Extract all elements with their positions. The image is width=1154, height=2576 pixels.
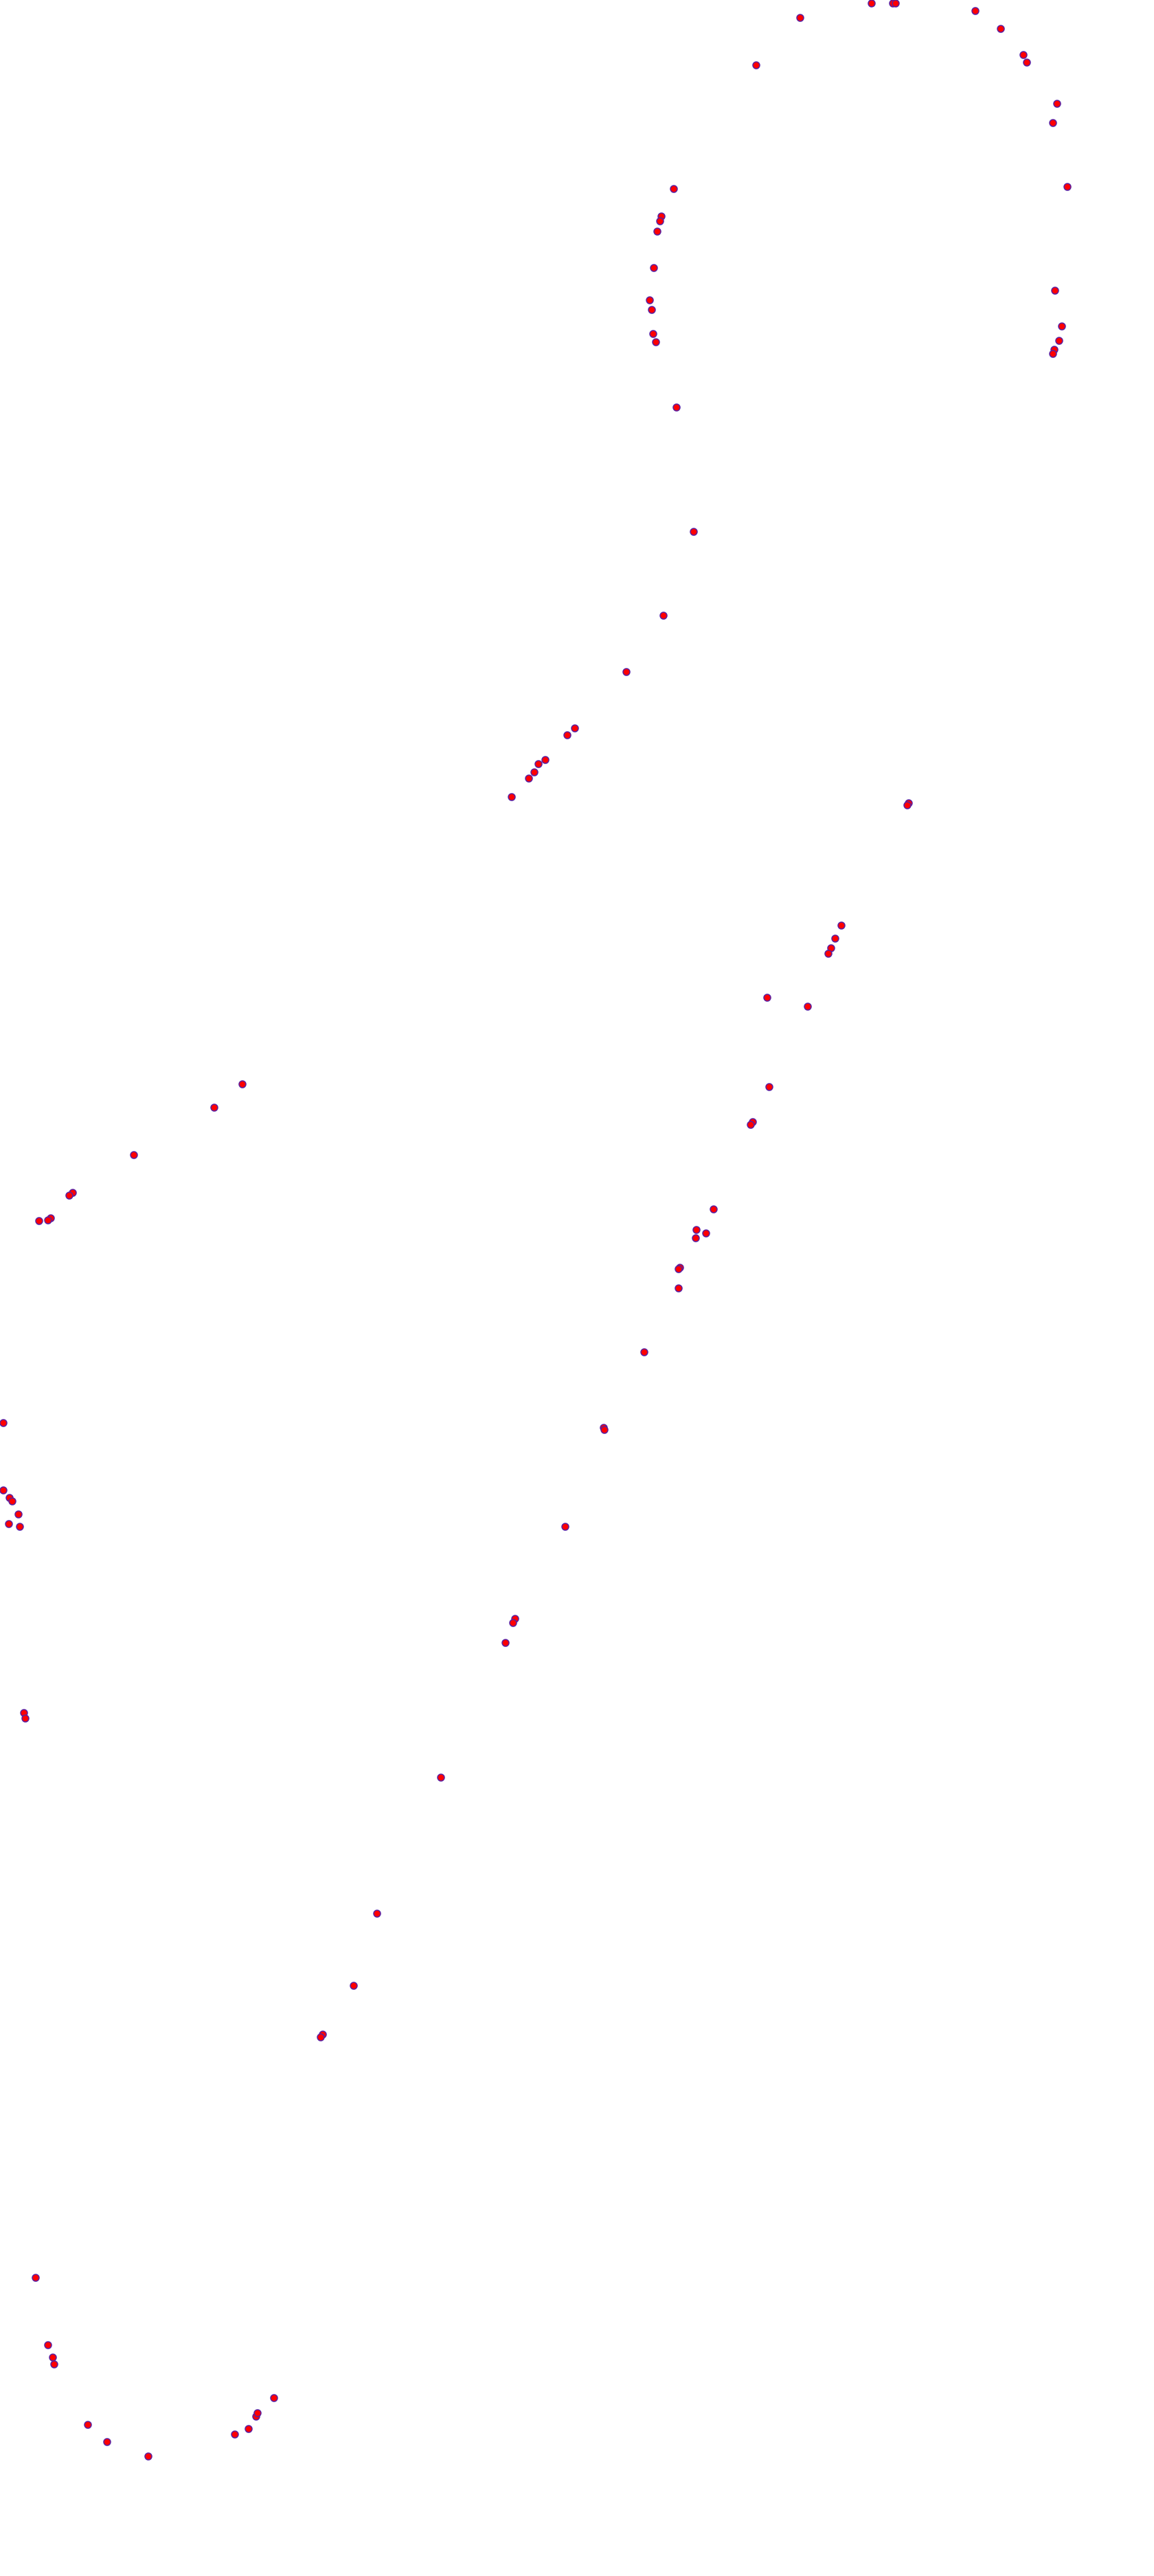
track-point-marker (1051, 287, 1059, 295)
track-point-marker (84, 2421, 92, 2429)
track-point-marker (35, 1217, 43, 1225)
track-point-marker (692, 1226, 701, 1234)
track-points-layer (0, 0, 1072, 2461)
track-point-marker (0, 1419, 8, 1427)
track-point-marker (508, 793, 516, 801)
track-point-marker (903, 801, 912, 809)
track-point-marker (8, 1497, 16, 1505)
track-point-marker (350, 1982, 358, 1990)
track-point-marker (571, 724, 579, 732)
track-point-marker (0, 1486, 8, 1494)
track-point-marker (702, 1229, 710, 1237)
track-point-marker (971, 7, 980, 15)
track-point-marker (868, 0, 876, 8)
track-point-marker (765, 1083, 773, 1091)
track-point-marker (640, 1348, 648, 1356)
track-point-marker (675, 1265, 683, 1273)
track-point-marker (130, 1151, 138, 1159)
track-point-marker (65, 1191, 73, 1200)
track-point-marker (238, 1080, 247, 1088)
track-point-marker (541, 756, 550, 764)
track-point-marker (50, 2360, 58, 2368)
track-point-marker (1063, 183, 1072, 191)
track-point-marker (672, 403, 681, 412)
track-point-marker (32, 2274, 40, 2282)
track-point-marker (650, 264, 658, 272)
track-point-marker (670, 185, 678, 193)
track-point-marker (652, 338, 660, 346)
track-point-marker (690, 528, 698, 536)
track-point-marker (747, 1121, 755, 1129)
track-point-marker (14, 1510, 23, 1519)
track-point-marker (245, 2425, 253, 2433)
track-point-marker (1019, 51, 1028, 59)
track-point-marker (824, 950, 833, 958)
track-point-marker (675, 1284, 683, 1292)
track-point-marker (600, 1426, 609, 1434)
track-point-marker (710, 1205, 718, 1213)
track-point-marker (656, 217, 664, 225)
track-point-marker (373, 1909, 381, 1918)
track-point-marker (144, 2452, 152, 2461)
track-point-marker (49, 2353, 57, 2362)
track-point-marker (44, 2341, 52, 2349)
track-point-marker (253, 2409, 262, 2417)
track-point-marker (659, 612, 668, 620)
track-point-marker (997, 25, 1005, 33)
track-point-marker (763, 994, 771, 1002)
track-point-marker (837, 921, 846, 930)
track-point-marker (437, 1773, 445, 1782)
track-point-marker (892, 0, 900, 8)
track-point-marker (1049, 350, 1057, 358)
track-point-marker (525, 774, 533, 783)
track-point-marker (1023, 58, 1031, 67)
track-point-marker (5, 1520, 13, 1528)
track-point-marker (752, 61, 760, 69)
track-point-marker (501, 1639, 510, 1647)
track-point-marker (231, 2430, 239, 2439)
track-point-marker (44, 1216, 52, 1224)
track-point-marker (270, 2394, 278, 2402)
track-point-marker (530, 768, 539, 776)
track-point-marker (210, 1104, 218, 1112)
track-point-marker (317, 2033, 325, 2041)
track-point-marker (648, 306, 656, 314)
track-point-marker (1055, 337, 1063, 345)
track-point-marker (653, 227, 661, 236)
track-point-marker (831, 934, 839, 943)
track-point-marker (804, 1003, 812, 1011)
track-point-marker (1053, 100, 1061, 108)
track-point-marker (649, 330, 657, 338)
track-point-marker (646, 296, 654, 304)
track-point-marker (1049, 119, 1057, 127)
track-point-marker (692, 1234, 700, 1242)
track-point-marker (16, 1523, 24, 1531)
track-point-marker (103, 2438, 111, 2446)
track-point-marker (509, 1619, 517, 1627)
track-point-marker (21, 1714, 30, 1723)
track-point-marker (534, 760, 543, 768)
track-point-marker (622, 668, 631, 676)
track-point-marker (796, 14, 804, 22)
track-point-marker (561, 1523, 569, 1531)
track-point-marker (563, 731, 572, 739)
track-point-marker (1058, 322, 1066, 331)
